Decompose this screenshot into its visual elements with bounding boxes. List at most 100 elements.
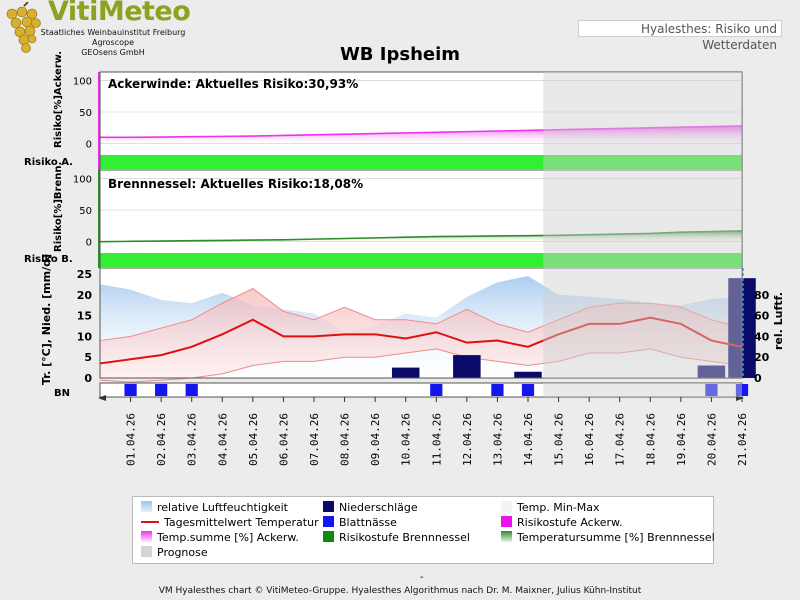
legend-swatch [501, 531, 512, 542]
legend-swatch [501, 516, 512, 527]
chart-legend: relative Luftfeuchtigkeit Niederschläge Te… [132, 496, 715, 564]
y-tick-label: 10 [77, 330, 93, 343]
vitimeteo-logo: VitiMeteo Staatliches Weinbauinstitut Fr… [2, 0, 192, 62]
legend-swatch [141, 546, 152, 557]
footer-credit: VM Hyalesthes chart © VitiMeteo-Gruppe. … [158, 586, 642, 596]
prognose-overlay [543, 72, 742, 378]
grape-icon [6, 2, 41, 53]
legend-label: Temp. Min-Max [517, 501, 600, 514]
x-tick-label: 19.04.26 [675, 413, 688, 466]
leaf-wetness-mark [430, 384, 443, 396]
legend-item: relative Luftfeuchtigkeit [141, 501, 288, 515]
temp-min-line [99, 348, 743, 383]
temp-mean-line [99, 316, 743, 365]
x-tick-label: 17.04.26 [614, 413, 627, 466]
temp-max-line [99, 287, 743, 342]
legend-item: Risikostufe Brennnessel [323, 531, 470, 545]
brand-line: Agroscope [91, 38, 135, 47]
legend-label: Blattnässe [339, 516, 397, 529]
y-tick-label-right: 60 [754, 310, 770, 323]
x-tick-label: 21.04.26 [736, 413, 749, 466]
legend-label: Temperatursumme [%] Brennnessel [517, 531, 715, 544]
leaf-wetness-mark [155, 384, 168, 396]
ackerwinde-risk-label: Risiko A. [24, 157, 73, 168]
x-tick-label: 03.04.26 [186, 413, 199, 466]
legend-swatch [501, 501, 512, 512]
y-tick-label: 100 [73, 174, 92, 185]
legend-item: Temp.summe [%] Ackerw. [141, 531, 299, 545]
y-tick-label: 25 [77, 268, 92, 281]
risk-band [100, 253, 742, 267]
x-tick-label: 20.04.26 [705, 413, 718, 466]
x-tick-label: 01.04.26 [125, 413, 138, 466]
ackerwinde-panel-title: Ackerwinde: Aktuelles Risiko:30,93% [108, 77, 358, 91]
risk-band [100, 155, 742, 169]
temp-sum-area [100, 125, 742, 144]
temp-sum-area [100, 230, 742, 242]
x-tick-label: 04.04.26 [216, 413, 229, 466]
header-badge: Hyalesthes: Risiko und Wetterdaten [578, 20, 782, 52]
x-tick-label: 15.04.26 [553, 413, 566, 466]
y-tick-label: 50 [79, 108, 92, 119]
x-tick-label: 16.04.26 [583, 413, 596, 466]
y-tick-label: 0 [86, 140, 92, 151]
plot-background [100, 170, 742, 268]
brand-line: GEOsens GmbH [81, 48, 145, 57]
leaf-wetness-mark [185, 384, 198, 396]
legend-swatch [323, 531, 334, 542]
leaf-wetness-mark [705, 384, 718, 396]
legend-label: Risikostufe Brennnessel [339, 531, 470, 544]
legend-label: relative Luftfeuchtigkeit [157, 501, 288, 514]
y-tick-label: 100 [73, 76, 92, 87]
leaf-wetness-mark [491, 384, 504, 396]
weather-ylabel-right: rel. Luftf. [772, 292, 785, 350]
risk-weather-chart: 0 50 100 0 50 100 0 5 10 15 20 25 0 20 40 60 80 01.04.26 0… [24, 51, 785, 466]
x-tick-label: 14.04.26 [522, 413, 535, 466]
legend-label: Tagesmittelwert Temperatur [164, 516, 319, 529]
brand-name: VitiMeteo [48, 0, 191, 27]
x-tick-label: 13.04.26 [491, 413, 504, 466]
precip-bar [697, 365, 726, 378]
x-tick-label: 06.04.26 [277, 413, 290, 466]
x-tick-label: 05.04.26 [247, 413, 260, 466]
legend-swatch [141, 521, 159, 523]
legend-item: Tagesmittelwert Temperatur [141, 516, 319, 530]
x-tick-label: 11.04.26 [430, 413, 443, 466]
leaf-wetness-label: BN [54, 388, 70, 399]
leaf-wetness-mark [124, 384, 137, 396]
legend-item: Temp. Min-Max [501, 501, 600, 515]
page-title: WB Ipsheim [339, 44, 461, 65]
scroll-right-arrow [736, 395, 744, 401]
x-tick-label: 10.04.26 [400, 413, 413, 466]
y-tick-label-right: 0 [754, 372, 762, 385]
ackerwinde-ylabel: Risiko[%]Ackerw. [53, 51, 64, 148]
legend-item: Niederschläge [323, 501, 418, 515]
precip-bar [453, 355, 481, 378]
y-tick-label-right: 80 [754, 289, 770, 302]
footer-dash: - [420, 572, 424, 583]
precip-bar [514, 371, 542, 378]
brennnessel-panel-title: Brennnessel: Aktuelles Risiko:18,08% [108, 177, 363, 191]
y-tick-label-right: 20 [754, 351, 770, 364]
x-tick-label: 02.04.26 [155, 413, 168, 466]
legend-swatch [141, 501, 152, 512]
legend-swatch [141, 531, 152, 542]
legend-label: Risikostufe Ackerw. [517, 516, 623, 529]
y-tick-label: 20 [77, 289, 93, 302]
leaf-wetness-mark [521, 384, 535, 396]
plot-frame [99, 267, 743, 379]
legend-label: Temp.summe [%] Ackerw. [157, 531, 299, 544]
legend-swatch [323, 501, 334, 512]
temp-sum-line [99, 230, 743, 243]
precip-bar [391, 367, 420, 378]
y-tick-label: 15 [77, 310, 92, 323]
y-tick-label: 50 [79, 206, 92, 217]
leaf-wetness-mark [735, 384, 749, 396]
y-tick-label: 0 [84, 372, 92, 385]
scroll-left-arrow [98, 395, 106, 401]
y-tick-label: 5 [84, 351, 92, 364]
x-tick-label: 09.04.26 [369, 413, 382, 466]
brennnessel-risk-label: Risiko B. [24, 254, 73, 265]
x-tick-label: 18.04.26 [644, 413, 657, 466]
y-tick-label: 0 [86, 238, 92, 249]
